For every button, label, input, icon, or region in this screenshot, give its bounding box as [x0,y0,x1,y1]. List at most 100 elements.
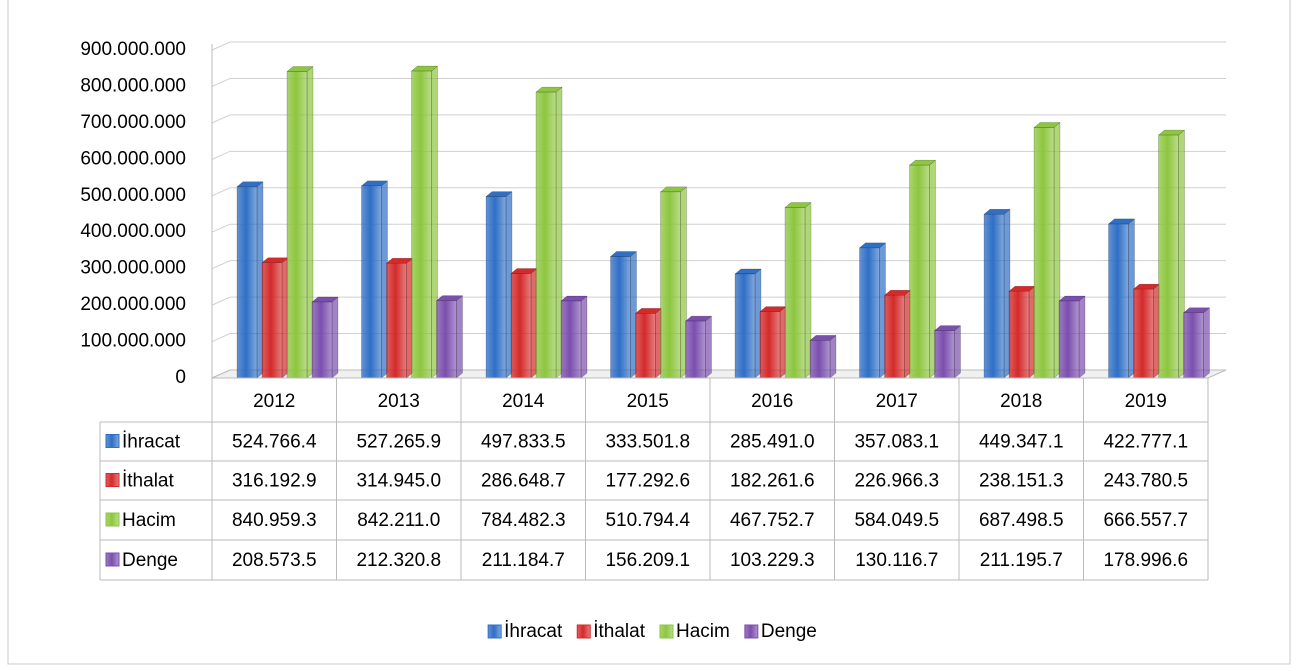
table-cell: 584.049.5 [854,510,939,531]
bar-front [734,273,756,379]
table-cell: 178.996.6 [1103,550,1188,571]
table-legend-key [105,552,120,567]
table-cell: 103.229.3 [730,550,815,571]
bar [908,159,937,379]
table-row-label: İhracat [122,432,181,453]
bar-side [1078,295,1086,379]
bar-front [1033,127,1055,379]
table-cell: 840.959.3 [232,510,317,531]
table-cell: 316.192.9 [232,471,317,492]
bar-front [1008,290,1030,379]
legend-label: İthalat [593,621,645,642]
grid-line [211,223,1226,233]
y-tick-label: 900.000.000 [80,39,186,60]
bar [1107,218,1136,379]
table-cell: 286.648.7 [481,471,566,492]
y-tick-label: 700.000.000 [80,112,186,133]
bar-front [236,186,258,379]
table-cell: 842.211.0 [357,510,440,531]
table-cell: 226.966.3 [854,471,939,492]
grid-line [211,77,1226,87]
bar-front [635,313,656,379]
y-tick-label: 400.000.000 [80,221,186,242]
x-tick-label: 2015 [627,391,669,412]
grid-line [211,41,1226,51]
bar [684,315,713,379]
table-cell: 243.780.5 [1103,471,1188,492]
bar [858,242,887,379]
table-cell: 130.116.7 [855,550,938,571]
table-cell: 357.083.1 [854,432,939,453]
table-cell: 182.261.6 [730,471,815,492]
bar [759,306,787,379]
bar-front [685,320,706,379]
y-tick-label: 100.000.000 [80,331,186,352]
table-row-label: Denge [122,550,178,571]
bar-side [331,296,339,379]
table-row-label: Hacim [122,510,176,531]
table-cell: 449.347.1 [979,432,1064,453]
bar-front [1133,288,1154,379]
bar [1033,121,1061,379]
bar [634,307,663,379]
table-cell: 666.557.7 [1103,510,1188,531]
bar-front [1158,134,1179,379]
table-legend-key [105,434,120,448]
bar-front [261,262,283,379]
bar [1008,285,1036,379]
bar [360,180,389,379]
table-cell: 238.151.3 [979,471,1064,492]
table-row-label: İthalat [122,471,174,492]
bar [385,257,414,379]
legend-label: Hacim [676,621,730,642]
bar-top [609,251,638,257]
bar [286,65,314,379]
bar [1058,295,1086,379]
x-tick-label: 2017 [876,391,918,412]
bar-front [1108,223,1129,379]
bar-front [510,273,532,379]
table-cell: 212.320.8 [356,550,441,571]
bar [883,289,912,379]
legend-key [659,624,674,639]
bar-side [705,315,712,379]
bar-front [759,311,781,379]
bar-front [436,300,457,379]
bar-front [859,247,880,379]
bar [410,65,439,379]
bar-front [1183,312,1204,379]
bar-front [784,207,806,379]
bar [809,334,837,379]
bar-front [983,213,1005,379]
table-cell: 510.794.4 [605,510,690,531]
bar [485,191,513,379]
x-tick-label: 2012 [253,391,295,412]
bar-front [535,91,557,379]
bar [1157,129,1186,379]
y-tick-label: 0 [175,367,186,388]
bar [510,267,538,379]
bar-front [660,191,681,379]
x-tick-label: 2016 [751,391,793,412]
table-cell: 497.833.5 [481,432,566,453]
bar-top [734,268,762,275]
bar [734,268,762,379]
bar-top [858,242,887,249]
y-tick-label: 200.000.000 [80,294,186,315]
legend: İhracat İthalat Hacim Denge [487,621,817,642]
bar-front [286,71,308,379]
legend-label: Denge [761,621,817,642]
bar-front [361,185,382,379]
table-cell: 314.945.0 [356,471,441,492]
bar [236,181,264,379]
x-tick-label: 2014 [502,391,545,412]
y-tick-label: 800.000.000 [80,75,186,96]
bar [535,86,563,379]
bar [560,295,588,379]
bar-side [456,295,463,379]
legend-key [576,624,591,639]
bar [311,296,339,379]
table-cell: 784.482.3 [481,510,566,531]
table-cell: 211.195.7 [980,550,1063,571]
